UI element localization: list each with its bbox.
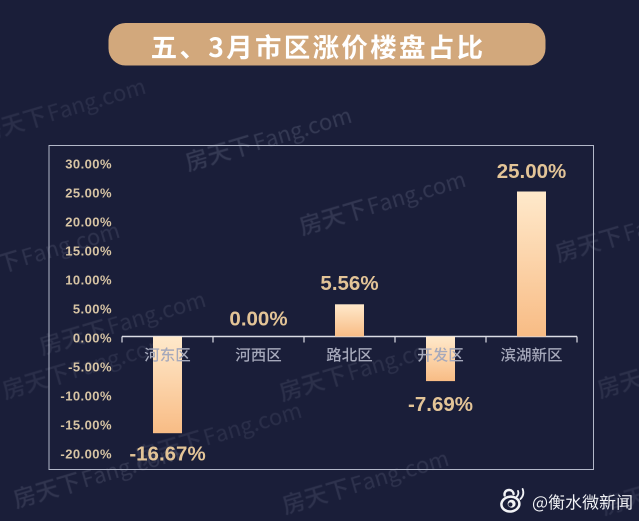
svg-text:-10.00%: -10.00% <box>60 389 112 404</box>
svg-text:10.00%: 10.00% <box>65 273 112 288</box>
svg-text:25.00%: 25.00% <box>497 160 567 183</box>
svg-text:0.00%: 0.00% <box>73 331 112 346</box>
svg-text:5.00%: 5.00% <box>73 302 112 317</box>
svg-text:-20.00%: -20.00% <box>60 447 112 462</box>
svg-text:-16.67%: -16.67% <box>129 443 205 466</box>
svg-text:-15.00%: -15.00% <box>60 418 112 433</box>
svg-text:5.56%: 5.56% <box>320 272 378 295</box>
svg-text:15.00%: 15.00% <box>65 244 112 259</box>
svg-text:-7.69%: -7.69% <box>408 393 473 416</box>
svg-text:25.00%: 25.00% <box>65 186 112 201</box>
svg-text:-5.00%: -5.00% <box>68 360 112 375</box>
svg-text:0.00%: 0.00% <box>229 308 287 331</box>
svg-text:20.00%: 20.00% <box>65 215 112 230</box>
svg-text:30.00%: 30.00% <box>65 157 112 172</box>
